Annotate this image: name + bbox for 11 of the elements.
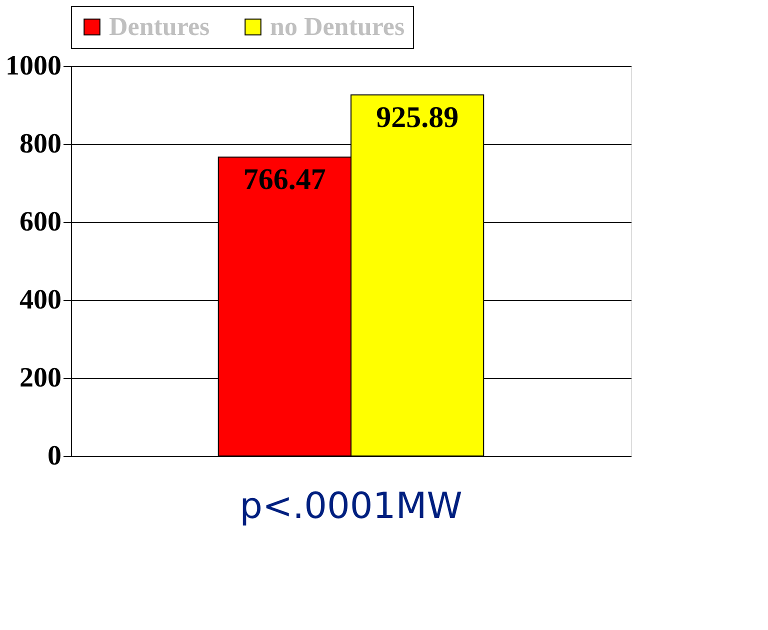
text: p<.0001MW	[240, 486, 462, 527]
y-tick-label: 0	[48, 440, 62, 472]
y-tick-label: 600	[20, 206, 62, 238]
y-tick-label: 200	[20, 362, 62, 394]
y-tick-label: 1000	[6, 50, 62, 82]
data-label: 766.47	[243, 163, 326, 196]
legend-label: Dentures	[109, 12, 210, 41]
y-tick-label: 800	[20, 128, 62, 160]
legend-label: no Dentures	[270, 12, 405, 41]
y-tick-label: 400	[20, 284, 62, 316]
data-label: 925.89	[376, 100, 459, 134]
